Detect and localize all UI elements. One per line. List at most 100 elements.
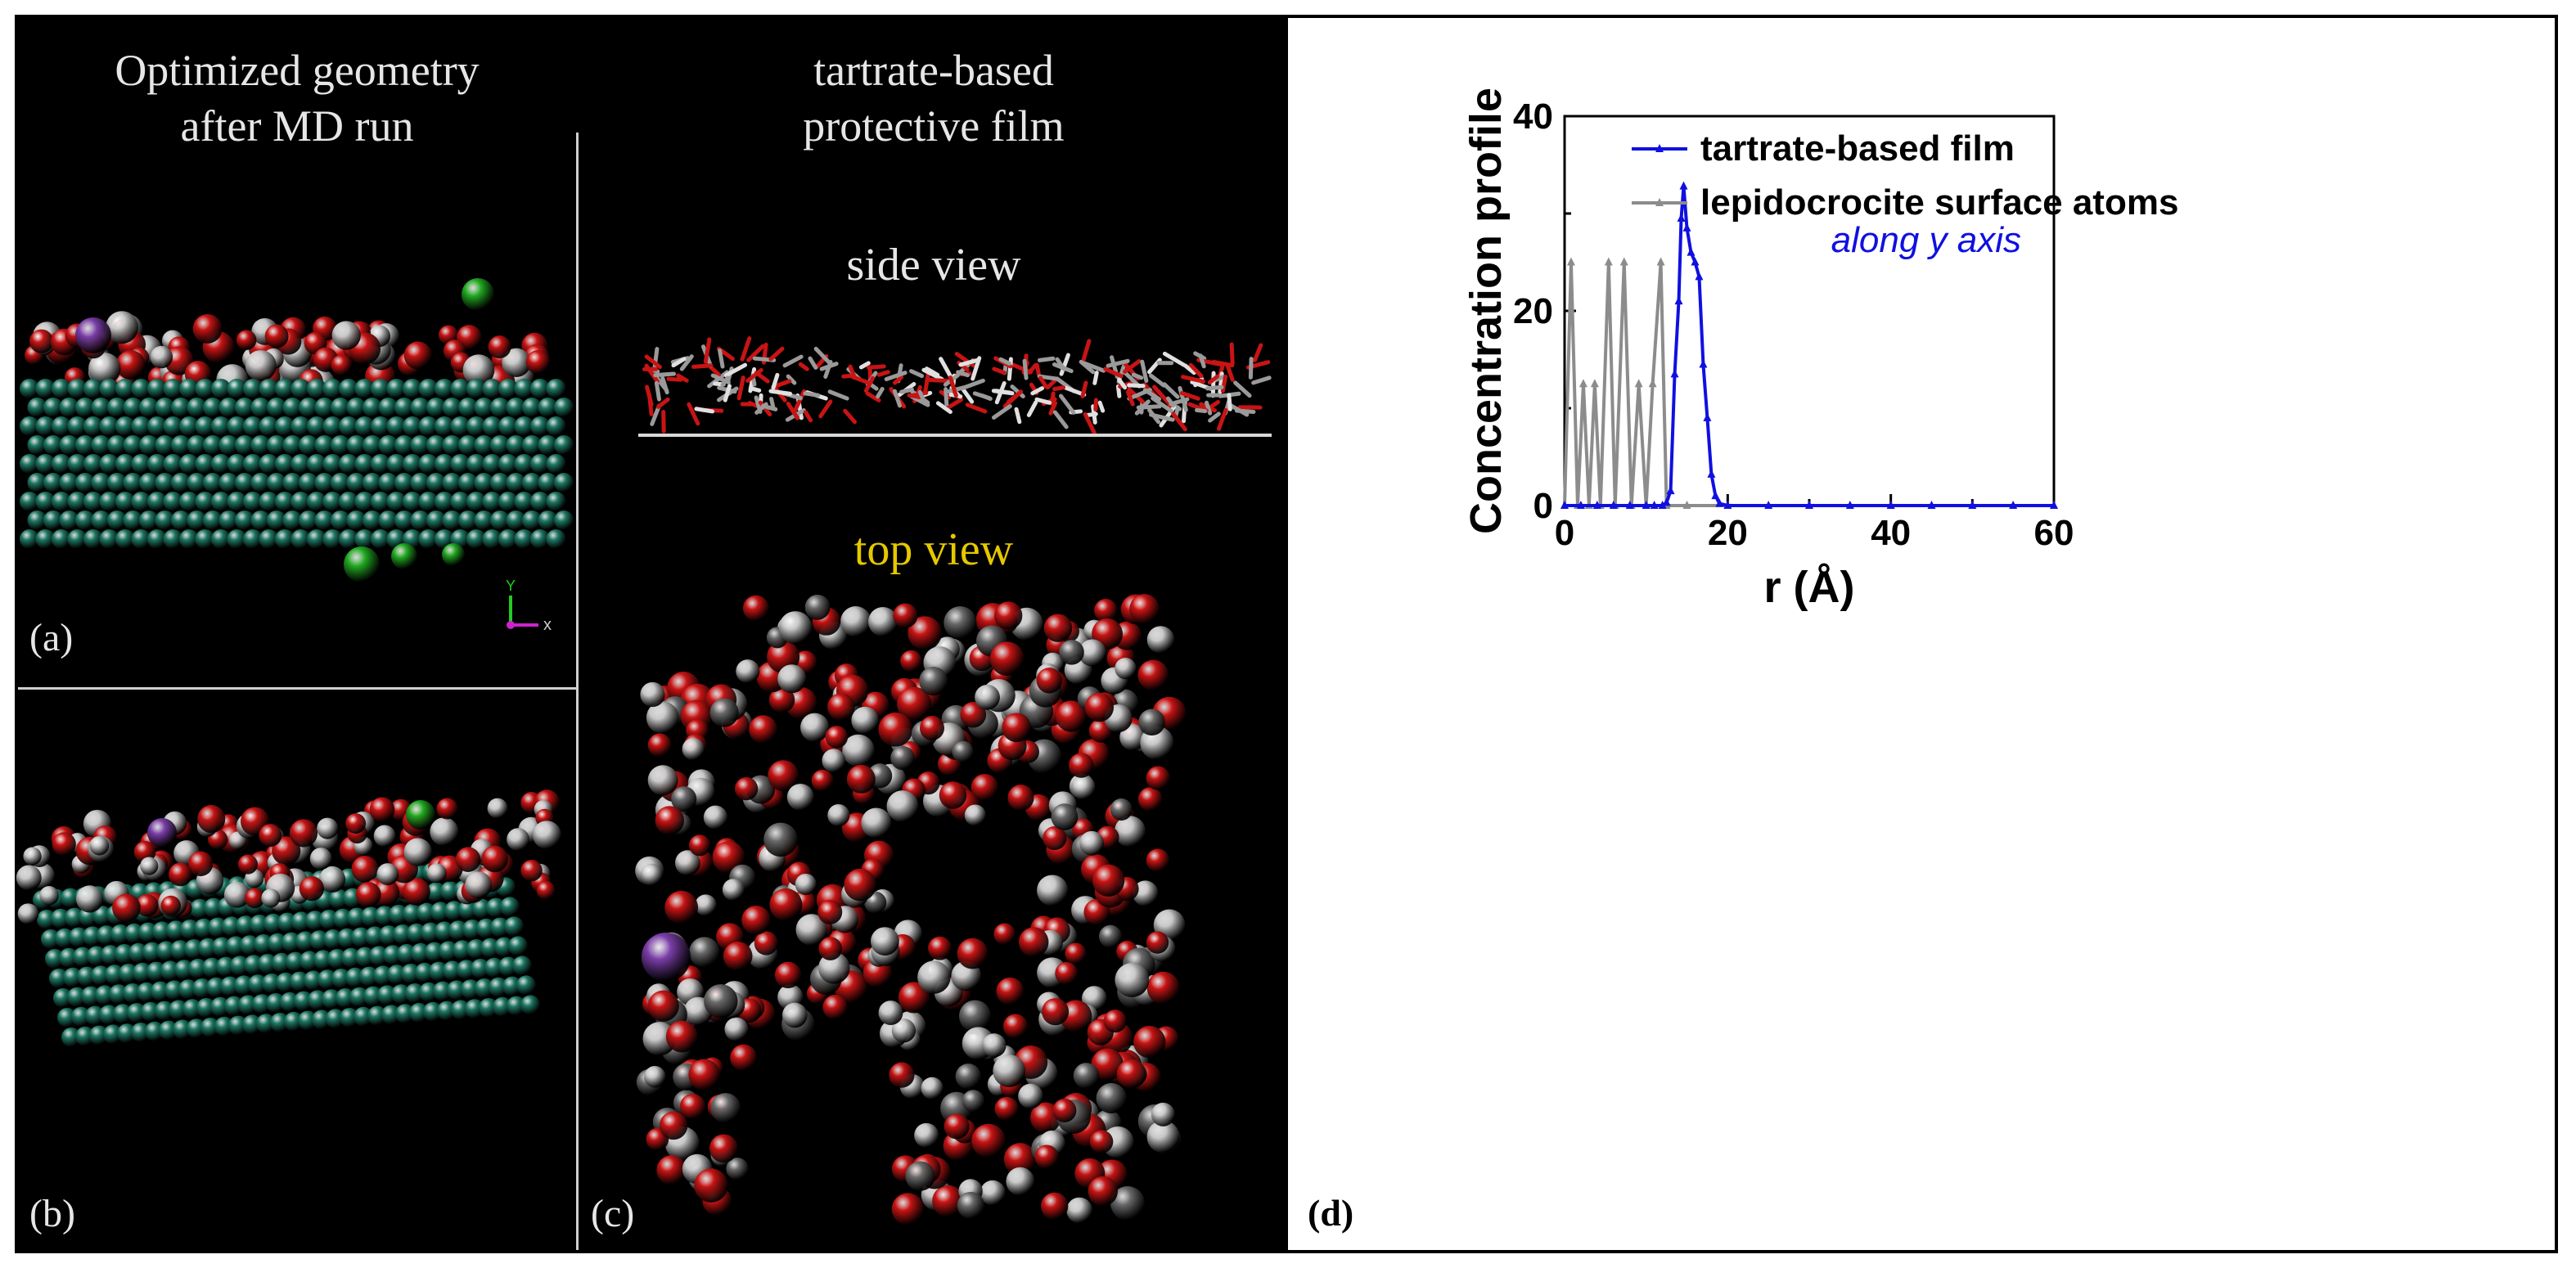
- slab-atom: [437, 1000, 457, 1021]
- slab-atom: [554, 473, 574, 492]
- slab-atom: [379, 925, 399, 946]
- bond-stick: [768, 389, 793, 396]
- slab-atom: [124, 923, 144, 943]
- film-atom: [115, 350, 146, 380]
- chloride-ion: [344, 546, 380, 582]
- slab-atom: [123, 983, 142, 1003]
- film-atom: [768, 687, 795, 713]
- slab-atom: [91, 510, 111, 530]
- slab-atom: [378, 435, 399, 455]
- slab-atom: [35, 416, 56, 436]
- film-atom: [1079, 830, 1105, 856]
- slab-atom: [20, 379, 39, 398]
- film-atom: [989, 641, 1025, 677]
- film-atom: [536, 881, 556, 900]
- slab-atom: [123, 435, 143, 455]
- film-atom: [893, 603, 918, 628]
- bond-stick: [808, 356, 818, 370]
- bond-stick: [818, 399, 833, 419]
- slab-atom: [458, 473, 478, 492]
- slab-atom: [131, 454, 151, 474]
- bond-stick: [980, 393, 993, 401]
- slab-atom: [75, 435, 95, 455]
- data-point: [1662, 497, 1671, 506]
- film-atom: [1051, 803, 1079, 831]
- slab-atom: [67, 454, 88, 474]
- film-atom: [939, 781, 967, 809]
- data-point: [1658, 501, 1667, 509]
- data-point: [1625, 501, 1634, 509]
- sodium-ion: [642, 933, 691, 982]
- slab-atom: [211, 379, 231, 398]
- film-atom: [664, 890, 699, 924]
- film-atom: [345, 813, 367, 834]
- slab-atom: [361, 906, 381, 927]
- data-point: [1677, 213, 1686, 222]
- slab-atom: [538, 398, 558, 417]
- bond-stick: [671, 357, 687, 368]
- slab-atom: [115, 492, 135, 511]
- film-atom: [245, 349, 277, 381]
- slab-atom: [131, 416, 151, 436]
- slab-atom: [339, 379, 358, 398]
- slab-atom: [522, 473, 542, 492]
- slab-atom: [339, 454, 358, 474]
- bond-stick: [998, 357, 1011, 366]
- slab-atom: [502, 976, 522, 996]
- bond-stick: [943, 387, 949, 407]
- figure-frame: [15, 15, 2558, 1253]
- slab-atom: [59, 398, 79, 417]
- slab-atom: [486, 897, 506, 918]
- slab-atom: [516, 975, 536, 996]
- slab-atom: [59, 947, 79, 968]
- slab-atom: [91, 398, 111, 417]
- film-atom: [1115, 657, 1137, 680]
- slab-atom: [169, 1000, 188, 1020]
- film-atom: [1002, 1014, 1029, 1039]
- slab-atom: [105, 964, 124, 985]
- slab-atom: [155, 1000, 174, 1021]
- slab-atom: [308, 990, 327, 1010]
- slab-atom: [354, 1006, 373, 1027]
- slab-atom: [394, 510, 414, 530]
- slab-atom: [410, 473, 430, 492]
- slab-atom: [442, 510, 462, 530]
- slab-atom: [35, 529, 56, 549]
- slab-atom: [67, 416, 88, 436]
- slab-atom: [192, 978, 212, 998]
- slab-atom: [275, 492, 295, 511]
- film-atom: [961, 1090, 984, 1113]
- slab-atom: [187, 1018, 206, 1039]
- bond-stick: [803, 391, 821, 398]
- slab-atom: [299, 510, 318, 530]
- slab-atom: [476, 918, 496, 938]
- slab-atom: [123, 473, 143, 492]
- bond-stick: [1134, 399, 1151, 416]
- film-atom: [703, 805, 727, 830]
- film-atom: [726, 1158, 749, 1180]
- bond-stick: [1052, 410, 1069, 429]
- slab-atom: [99, 492, 119, 511]
- slab-atom: [198, 938, 218, 958]
- bond-stick: [1091, 404, 1097, 425]
- slab-atom: [322, 416, 343, 436]
- film-atom: [955, 1063, 981, 1090]
- slab-atom: [27, 473, 47, 492]
- slab-atom: [61, 1027, 81, 1047]
- y-tick-label: 20: [1513, 291, 1553, 331]
- film-atom: [932, 1185, 965, 1217]
- slab-atom: [138, 922, 158, 942]
- slab-atom: [354, 454, 375, 474]
- film-atom: [309, 848, 332, 870]
- film-atom: [818, 952, 850, 984]
- bond-stick: [924, 366, 940, 377]
- slab-atom: [127, 1003, 146, 1023]
- slab-atom: [317, 969, 337, 990]
- film-atom: [749, 715, 778, 744]
- slab-atom: [99, 529, 119, 549]
- slab-atom: [41, 929, 61, 949]
- slab-atom: [89, 1025, 109, 1045]
- film-atom: [980, 1180, 1006, 1206]
- chloride-ion: [462, 278, 494, 311]
- slab-atom: [298, 1010, 317, 1031]
